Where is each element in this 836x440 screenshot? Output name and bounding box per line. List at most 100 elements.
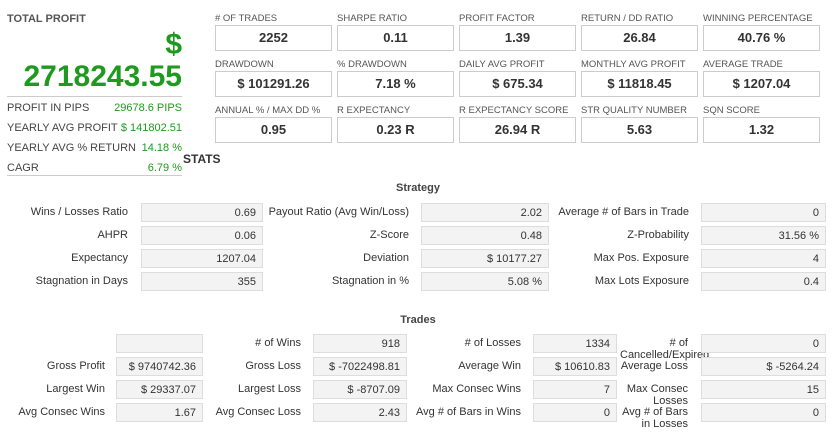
trades-label: Average Loss [620, 360, 688, 372]
strategy-label: Expectancy [71, 252, 128, 264]
strategy-value: 31.56 % [701, 226, 826, 245]
summary-label: YEARLY AVG % RETURN [7, 142, 136, 154]
metric-value: 26.94 R [459, 117, 576, 143]
trades-value: $ -5264.24 [701, 357, 826, 376]
metric-label: WINNING PERCENTAGE [703, 13, 813, 24]
trades-label: Gross Loss [245, 360, 301, 372]
metric-label: DAILY AVG PROFIT [459, 59, 545, 70]
trades-label: # of Wins [255, 337, 301, 349]
summary-value: 29678.6 PIPS [114, 102, 182, 114]
summary-value: 14.18 % [141, 142, 182, 154]
summary-value: 6.79 % [147, 162, 182, 174]
trades-label: Max Consec Losses [626, 383, 688, 407]
strategy-value: 2.02 [421, 203, 549, 222]
trades-value: 0 [701, 334, 826, 353]
metric-label: R EXPECTANCY SCORE [459, 105, 569, 116]
strategy-value: 0.48 [421, 226, 549, 245]
metric-value: 2252 [215, 25, 332, 51]
strategy-value: 1207.04 [141, 249, 263, 268]
strategy-label: Wins / Losses Ratio [30, 206, 128, 218]
dollar-icon: $ [165, 28, 182, 61]
strategy-value: 0.06 [141, 226, 263, 245]
trades-value: 1334 [533, 334, 617, 353]
summary-row: YEARLY AVG PROFIT $ 141802.51 [7, 122, 182, 134]
trades-value: 0 [533, 403, 617, 422]
divider [7, 96, 182, 97]
strategy-value: 0.4 [701, 272, 826, 291]
strategy-value: $ 10177.27 [421, 249, 549, 268]
strategy-value: 5.08 % [421, 272, 549, 291]
metric-label: ANNUAL % / MAX DD % [215, 105, 321, 116]
trades-value: 15 [701, 380, 826, 399]
summary-row: CAGR 6.79 % [7, 162, 182, 174]
metric-label: % DRAWDOWN [337, 59, 407, 70]
trades-value: $ 9740742.36 [116, 357, 203, 376]
strategy-label: Average # of Bars in Trade [558, 206, 689, 218]
trades-label: Largest Win [46, 383, 105, 395]
metric-value: 40.76 % [703, 25, 820, 51]
summary-row: YEARLY AVG % RETURN 14.18 % [7, 142, 182, 154]
strategy-value: 0.69 [141, 203, 263, 222]
trades-label: Avg # of Bars in Losses [622, 406, 688, 430]
metric-label: DRAWDOWN [215, 59, 274, 70]
metric-value: 26.84 [581, 25, 698, 51]
total-profit-label: TOTAL PROFIT [7, 13, 86, 25]
stats-title: STATS [183, 152, 221, 166]
metric-value: 7.18 % [337, 71, 454, 97]
metric-value: $ 1207.04 [703, 71, 820, 97]
summary-row: PROFIT IN PIPS 29678.6 PIPS [7, 102, 182, 114]
trades-label: Average Win [458, 360, 521, 372]
metric-value: $ 101291.26 [215, 71, 332, 97]
strategy-label: Max Pos. Exposure [593, 252, 689, 264]
trades-value: 918 [313, 334, 407, 353]
trades-label: Gross Profit [46, 360, 105, 372]
strategy-value: 0 [701, 203, 826, 222]
strategy-value: 4 [701, 249, 826, 268]
strategy-label: Max Lots Exposure [594, 275, 689, 287]
trades-title: Trades [400, 314, 436, 326]
trades-value: 7 [533, 380, 617, 399]
trades-value: 1.67 [116, 403, 203, 422]
summary-label: YEARLY AVG PROFIT [7, 122, 118, 134]
trades-label: Avg Consec Wins [18, 406, 105, 418]
trades-label: # of Losses [464, 337, 521, 349]
strategy-label: Z-Score [369, 229, 409, 241]
metric-value: 5.63 [581, 117, 698, 143]
metric-label: SHARPE RATIO [337, 13, 408, 24]
trades-value [116, 334, 203, 353]
divider [7, 175, 182, 176]
trades-value: $ -7022498.81 [313, 357, 407, 376]
summary-label: CAGR [7, 162, 39, 174]
metric-label: PROFIT FACTOR [459, 13, 535, 24]
trades-label: Avg Consec Loss [215, 406, 301, 418]
total-profit-value: 2718243.55 [23, 60, 183, 93]
strategy-label: Deviation [363, 252, 409, 264]
strategy-label: Payout Ratio (Avg Win/Loss) [268, 206, 409, 218]
strategy-value: 355 [141, 272, 263, 291]
trades-value: $ 29337.07 [116, 380, 203, 399]
metric-label: # OF TRADES [215, 13, 278, 24]
metric-value: 0.95 [215, 117, 332, 143]
metric-label: R EXPECTANCY [337, 105, 411, 116]
metric-label: SQN SCORE [703, 105, 761, 116]
metric-value: $ 675.34 [459, 71, 576, 97]
trades-value: $ 10610.83 [533, 357, 617, 376]
trades-value: 2.43 [313, 403, 407, 422]
trades-value: $ -8707.09 [313, 380, 407, 399]
metric-label: MONTHLY AVG PROFIT [581, 59, 686, 70]
strategy-label: AHPR [97, 229, 128, 241]
trades-value: 0 [701, 403, 826, 422]
metric-value: 0.11 [337, 25, 454, 51]
trades-label: # of Cancelled/Expired [620, 337, 710, 361]
strategy-label: Stagnation in % [331, 275, 409, 287]
summary-label: PROFIT IN PIPS [7, 102, 90, 114]
trades-label: Max Consec Wins [432, 383, 521, 395]
metric-value: 1.39 [459, 25, 576, 51]
metric-label: RETURN / DD RATIO [581, 13, 674, 24]
strategy-label: Z-Probability [627, 229, 689, 241]
strategy-title: Strategy [395, 182, 441, 194]
metric-value: $ 11818.45 [581, 71, 698, 97]
summary-value: $ 141802.51 [120, 122, 182, 134]
metric-value: 0.23 R [337, 117, 454, 143]
metric-label: AVERAGE TRADE [703, 59, 783, 70]
